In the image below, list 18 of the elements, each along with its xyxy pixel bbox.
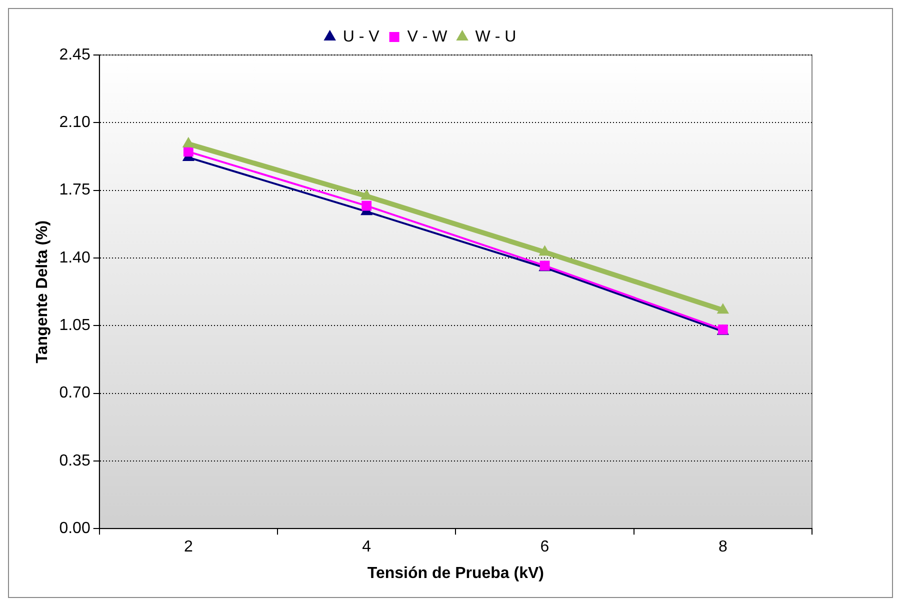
y-tick-label: 1.75	[59, 182, 90, 199]
x-tick-label: 8	[718, 538, 728, 556]
y-tick-label: 1.40	[59, 249, 90, 266]
legend-label: U - V	[342, 28, 380, 46]
y-tick-label: 2.10	[59, 114, 90, 132]
x-tick-label: 2	[184, 538, 193, 556]
y-tick-label: 0.00	[59, 520, 90, 538]
y-tick-label: 2.45	[59, 46, 90, 64]
x-axis-title: Tensión de Prueba (kV)	[367, 564, 544, 582]
legend-label: V - W	[407, 28, 448, 46]
x-tick-label: 6	[540, 538, 550, 556]
y-axis-title: Tangente Delta (%)	[34, 220, 52, 364]
y-tick-label: 0.70	[59, 384, 90, 402]
x-tick-label: 4	[362, 538, 372, 556]
legend-label: W - U	[475, 28, 516, 46]
point	[716, 303, 729, 314]
y-tick-label: 1.05	[59, 317, 90, 334]
y-tick-label: 0.35	[59, 452, 90, 470]
